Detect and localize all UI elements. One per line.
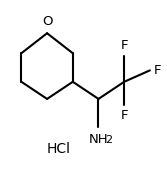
- Text: 2: 2: [105, 135, 112, 145]
- Text: F: F: [120, 109, 128, 122]
- Text: HCl: HCl: [47, 142, 70, 156]
- Text: F: F: [154, 64, 162, 77]
- Text: O: O: [42, 15, 52, 27]
- Text: NH: NH: [89, 133, 108, 146]
- Text: F: F: [120, 39, 128, 52]
